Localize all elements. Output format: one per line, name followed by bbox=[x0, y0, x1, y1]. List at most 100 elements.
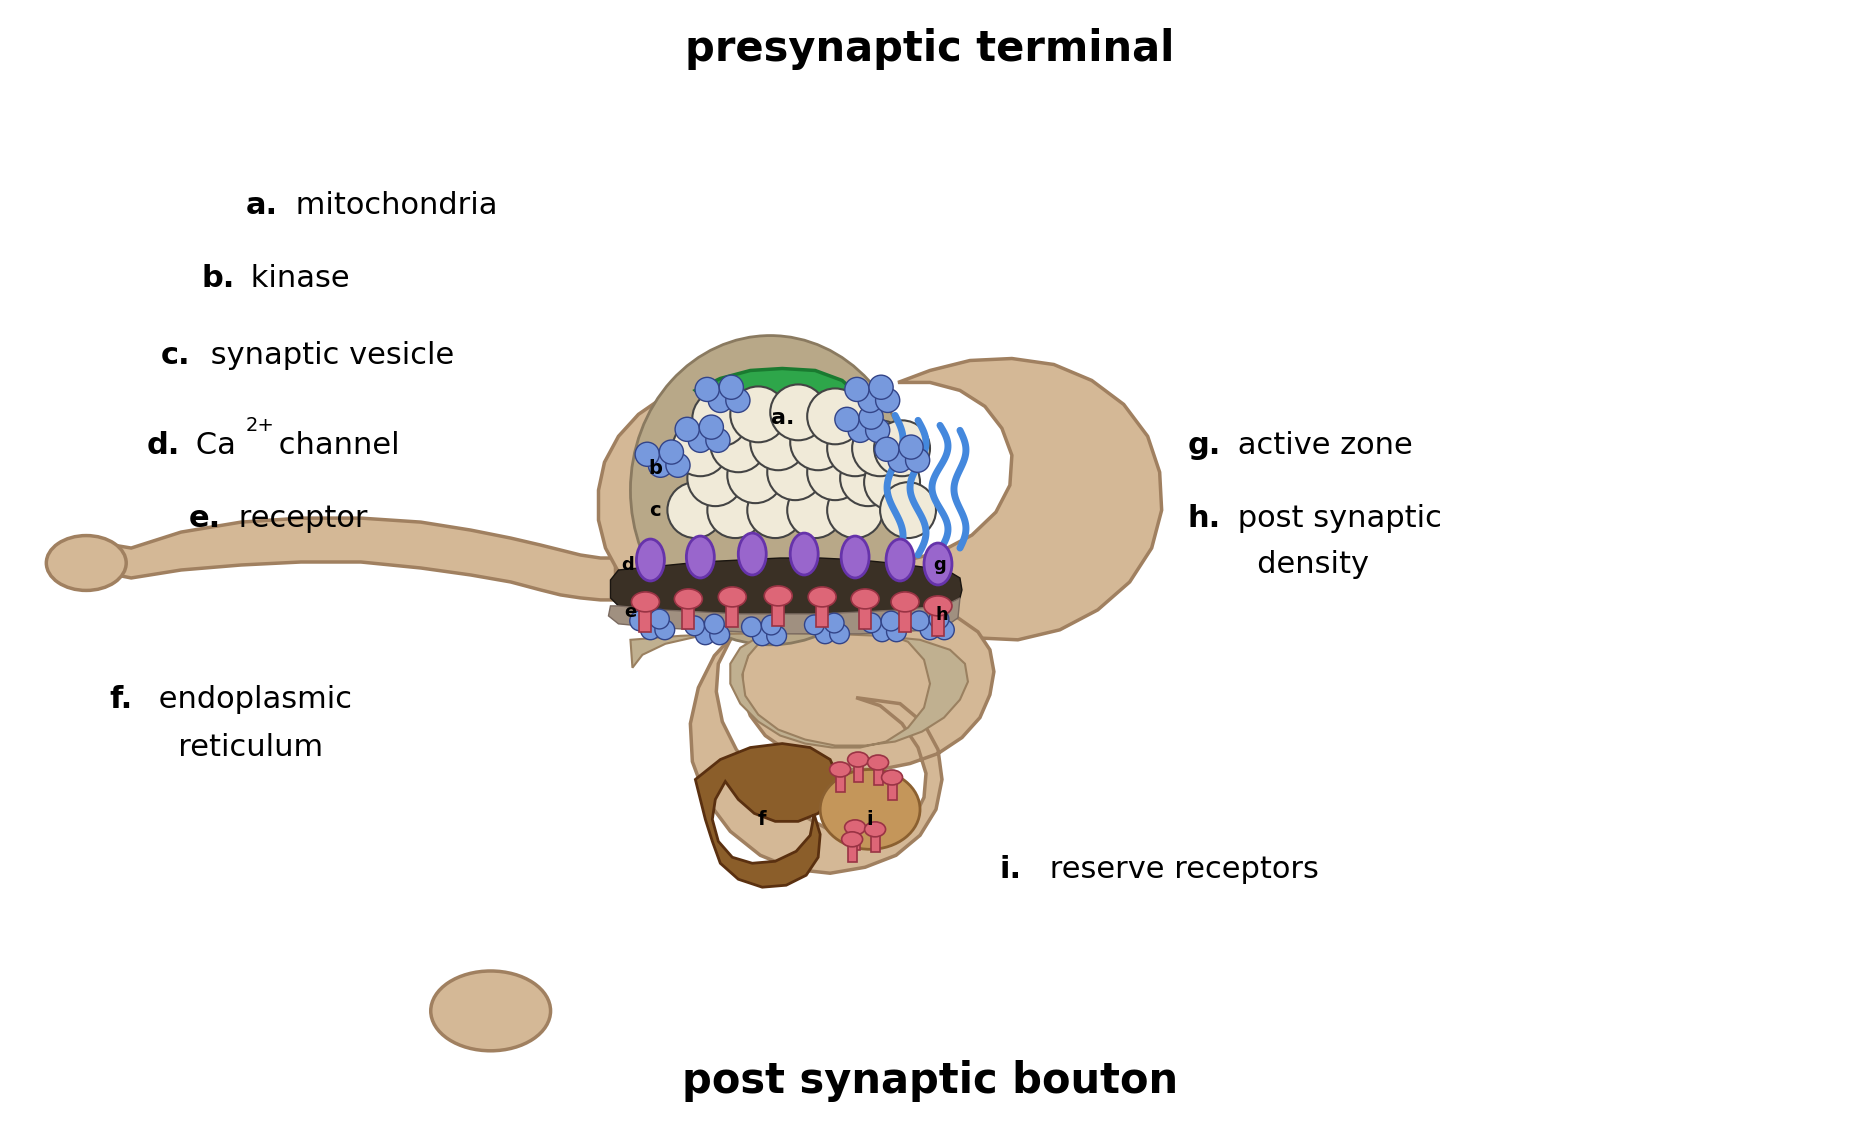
Circle shape bbox=[815, 624, 836, 644]
Ellipse shape bbox=[841, 536, 869, 578]
Polygon shape bbox=[932, 614, 944, 636]
Ellipse shape bbox=[765, 586, 793, 606]
Text: b.: b. bbox=[201, 265, 234, 293]
Circle shape bbox=[748, 482, 804, 538]
Text: synaptic vesicle: synaptic vesicle bbox=[201, 341, 454, 370]
Ellipse shape bbox=[739, 533, 767, 575]
Circle shape bbox=[934, 620, 955, 640]
Text: 2+: 2+ bbox=[246, 415, 275, 435]
Text: channel: channel bbox=[270, 431, 400, 459]
Polygon shape bbox=[610, 558, 962, 614]
Circle shape bbox=[689, 428, 713, 453]
Circle shape bbox=[709, 625, 730, 645]
Circle shape bbox=[692, 391, 748, 446]
Circle shape bbox=[906, 448, 930, 472]
Polygon shape bbox=[726, 605, 739, 627]
Circle shape bbox=[791, 414, 847, 471]
Ellipse shape bbox=[841, 832, 864, 847]
Circle shape bbox=[888, 448, 912, 472]
Polygon shape bbox=[873, 768, 882, 785]
Text: Ca: Ca bbox=[186, 431, 236, 459]
Ellipse shape bbox=[47, 536, 127, 590]
Text: post synaptic: post synaptic bbox=[1228, 503, 1442, 533]
Circle shape bbox=[919, 620, 940, 640]
Circle shape bbox=[869, 375, 893, 400]
Circle shape bbox=[808, 388, 864, 445]
Polygon shape bbox=[696, 743, 837, 887]
Text: post synaptic bouton: post synaptic bouton bbox=[681, 1060, 1178, 1101]
Ellipse shape bbox=[687, 536, 715, 578]
Ellipse shape bbox=[882, 770, 903, 785]
Circle shape bbox=[659, 440, 683, 464]
Circle shape bbox=[845, 377, 869, 402]
Circle shape bbox=[741, 617, 761, 636]
Polygon shape bbox=[860, 607, 871, 628]
Polygon shape bbox=[696, 368, 867, 456]
Text: g: g bbox=[934, 556, 947, 574]
Text: mitochondria: mitochondria bbox=[287, 191, 497, 221]
Circle shape bbox=[711, 417, 767, 472]
Circle shape bbox=[875, 388, 899, 412]
Circle shape bbox=[830, 624, 849, 644]
Circle shape bbox=[767, 626, 787, 645]
Circle shape bbox=[839, 450, 895, 507]
Circle shape bbox=[696, 625, 715, 645]
Polygon shape bbox=[850, 833, 860, 850]
Text: endoplasmic: endoplasmic bbox=[149, 685, 352, 714]
Circle shape bbox=[875, 420, 930, 476]
Text: f: f bbox=[757, 810, 767, 829]
Text: density: density bbox=[1228, 551, 1368, 580]
Circle shape bbox=[929, 609, 949, 629]
Circle shape bbox=[666, 453, 690, 477]
Ellipse shape bbox=[847, 752, 869, 767]
Text: f.: f. bbox=[110, 685, 132, 714]
Text: c: c bbox=[649, 501, 661, 519]
Circle shape bbox=[767, 445, 823, 500]
Circle shape bbox=[787, 482, 843, 538]
Polygon shape bbox=[871, 835, 880, 851]
Polygon shape bbox=[683, 607, 694, 628]
Circle shape bbox=[705, 614, 724, 634]
Polygon shape bbox=[82, 518, 616, 600]
Circle shape bbox=[826, 420, 884, 476]
Circle shape bbox=[694, 377, 718, 402]
Circle shape bbox=[858, 388, 882, 412]
Text: e.: e. bbox=[190, 503, 221, 533]
Text: c.: c. bbox=[162, 341, 192, 370]
Ellipse shape bbox=[867, 756, 888, 770]
Polygon shape bbox=[599, 358, 1161, 640]
Text: reserve receptors: reserve receptors bbox=[1040, 855, 1319, 884]
Circle shape bbox=[648, 453, 672, 477]
Ellipse shape bbox=[925, 543, 953, 584]
Circle shape bbox=[752, 626, 772, 645]
Text: kinase: kinase bbox=[242, 265, 350, 293]
Polygon shape bbox=[817, 605, 828, 627]
Polygon shape bbox=[640, 610, 651, 632]
Ellipse shape bbox=[850, 589, 878, 609]
Circle shape bbox=[862, 613, 880, 633]
Polygon shape bbox=[772, 604, 783, 626]
Circle shape bbox=[687, 450, 743, 507]
Circle shape bbox=[860, 405, 884, 429]
Ellipse shape bbox=[830, 762, 850, 777]
Circle shape bbox=[640, 620, 661, 640]
Polygon shape bbox=[631, 628, 968, 748]
Text: reticulum: reticulum bbox=[149, 733, 324, 762]
Text: b: b bbox=[648, 458, 663, 477]
Text: d: d bbox=[622, 556, 635, 574]
Circle shape bbox=[910, 611, 929, 631]
Circle shape bbox=[750, 414, 806, 471]
Circle shape bbox=[709, 388, 733, 412]
Circle shape bbox=[873, 622, 891, 642]
Circle shape bbox=[635, 443, 659, 466]
Circle shape bbox=[880, 611, 901, 631]
Circle shape bbox=[849, 418, 873, 443]
Ellipse shape bbox=[718, 587, 746, 607]
Polygon shape bbox=[888, 784, 897, 799]
Ellipse shape bbox=[631, 592, 659, 611]
Ellipse shape bbox=[636, 539, 664, 581]
Ellipse shape bbox=[865, 822, 886, 837]
Text: active zone: active zone bbox=[1228, 431, 1412, 459]
Circle shape bbox=[880, 482, 936, 538]
Circle shape bbox=[864, 454, 919, 510]
